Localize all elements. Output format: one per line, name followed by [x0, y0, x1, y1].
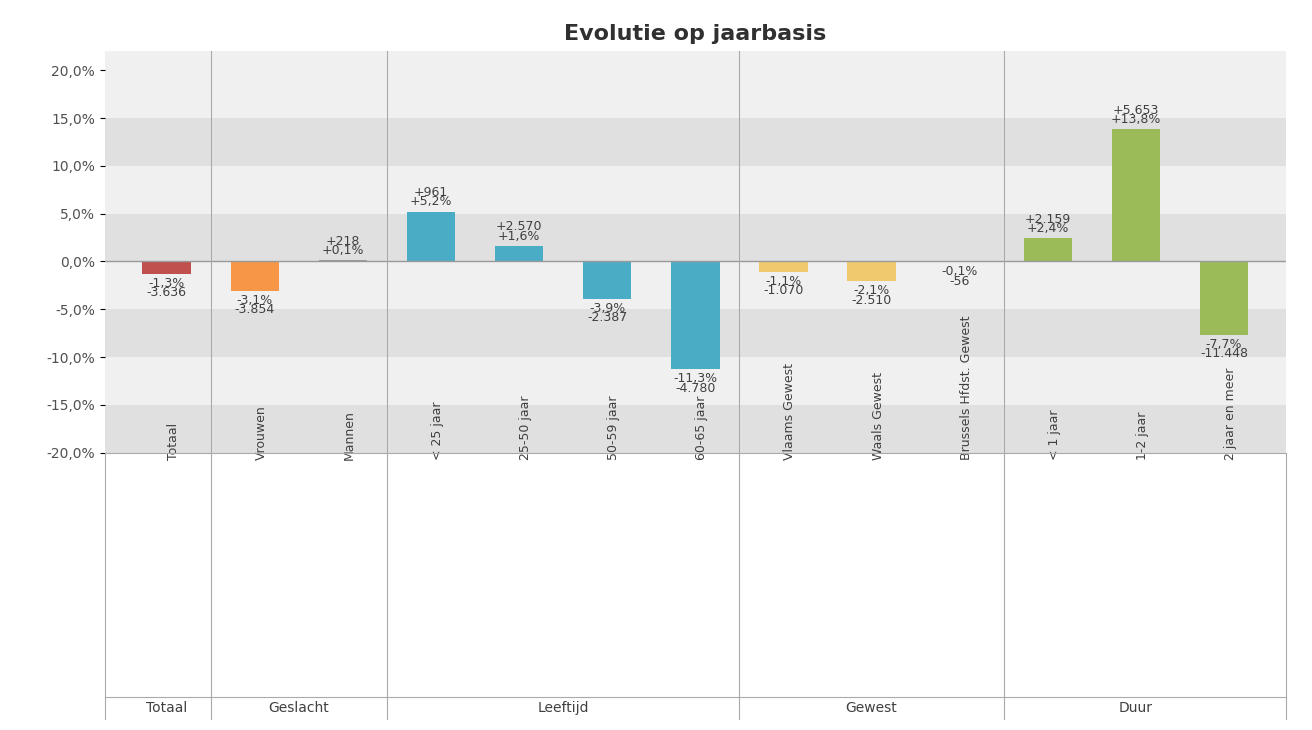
Bar — [105, 214, 1286, 261]
Bar — [672, 261, 719, 369]
Text: 2 jaar en meer: 2 jaar en meer — [1224, 367, 1237, 460]
Text: < 1 jaar: < 1 jaar — [1048, 410, 1061, 460]
Text: -11,3%: -11,3% — [673, 372, 718, 385]
Bar — [105, 310, 1286, 357]
Bar — [583, 261, 631, 299]
Text: +5.653: +5.653 — [1113, 104, 1158, 117]
Bar — [1023, 239, 1072, 261]
Bar — [105, 261, 1286, 310]
Bar — [407, 212, 455, 261]
Text: Totaal: Totaal — [146, 701, 188, 715]
Text: 50-59 jaar: 50-59 jaar — [607, 396, 621, 460]
Text: Brussels Hfdst. Gewest: Brussels Hfdst. Gewest — [959, 315, 972, 460]
Text: +2.570: +2.570 — [496, 220, 542, 233]
Text: +218: +218 — [325, 234, 359, 247]
Text: Mannen: Mannen — [342, 410, 356, 460]
Text: < 25 jaar: < 25 jaar — [432, 402, 443, 460]
Bar — [1200, 261, 1248, 335]
Bar — [105, 357, 1286, 405]
Text: Duur: Duur — [1119, 701, 1153, 715]
Title: Evolutie op jaarbasis: Evolutie op jaarbasis — [564, 24, 827, 44]
Text: Totaal: Totaal — [167, 423, 180, 460]
Text: -4.780: -4.780 — [676, 382, 715, 395]
Text: 60-65 jaar: 60-65 jaar — [695, 396, 708, 460]
Bar — [1111, 129, 1160, 261]
Text: Gewest: Gewest — [846, 701, 897, 715]
Text: -2.387: -2.387 — [586, 311, 627, 324]
Bar — [105, 405, 1286, 453]
Text: Leeftijd: Leeftijd — [538, 701, 589, 715]
Bar — [848, 261, 896, 282]
Bar — [105, 166, 1286, 214]
Bar — [495, 246, 543, 261]
Text: +2,4%: +2,4% — [1027, 222, 1069, 235]
Text: -11.448: -11.448 — [1200, 347, 1248, 361]
Text: +13,8%: +13,8% — [1111, 113, 1161, 126]
Text: +0,1%: +0,1% — [321, 244, 365, 257]
Text: -1,1%: -1,1% — [765, 274, 802, 288]
Text: Waals Gewest: Waals Gewest — [871, 372, 884, 460]
Text: Vrouwen: Vrouwen — [255, 405, 268, 460]
Text: -1,3%: -1,3% — [148, 277, 185, 290]
Text: +2.159: +2.159 — [1025, 212, 1071, 226]
Text: -56: -56 — [950, 274, 970, 288]
Text: -3,1%: -3,1% — [236, 294, 273, 307]
Text: -3.854: -3.854 — [235, 304, 276, 317]
Text: -7,7%: -7,7% — [1206, 338, 1242, 351]
Text: Geslacht: Geslacht — [269, 701, 329, 715]
Text: -2.510: -2.510 — [851, 294, 892, 307]
Text: -1.070: -1.070 — [764, 285, 804, 297]
Text: 25-50 jaar: 25-50 jaar — [520, 396, 533, 460]
Bar — [935, 261, 984, 262]
Bar — [143, 261, 190, 274]
Text: +1,6%: +1,6% — [499, 230, 541, 243]
Bar — [760, 261, 808, 272]
Bar — [231, 261, 279, 291]
Bar — [105, 51, 1286, 118]
Bar — [105, 118, 1286, 166]
Text: +5,2%: +5,2% — [409, 196, 453, 208]
Text: Vlaams Gewest: Vlaams Gewest — [783, 363, 796, 460]
Text: +961: +961 — [413, 186, 449, 199]
Text: -2,1%: -2,1% — [854, 285, 890, 297]
Text: 1-2 jaar: 1-2 jaar — [1136, 412, 1149, 460]
Text: -3.636: -3.636 — [147, 286, 186, 299]
Text: -0,1%: -0,1% — [942, 265, 977, 278]
Text: -3,9%: -3,9% — [589, 301, 626, 315]
